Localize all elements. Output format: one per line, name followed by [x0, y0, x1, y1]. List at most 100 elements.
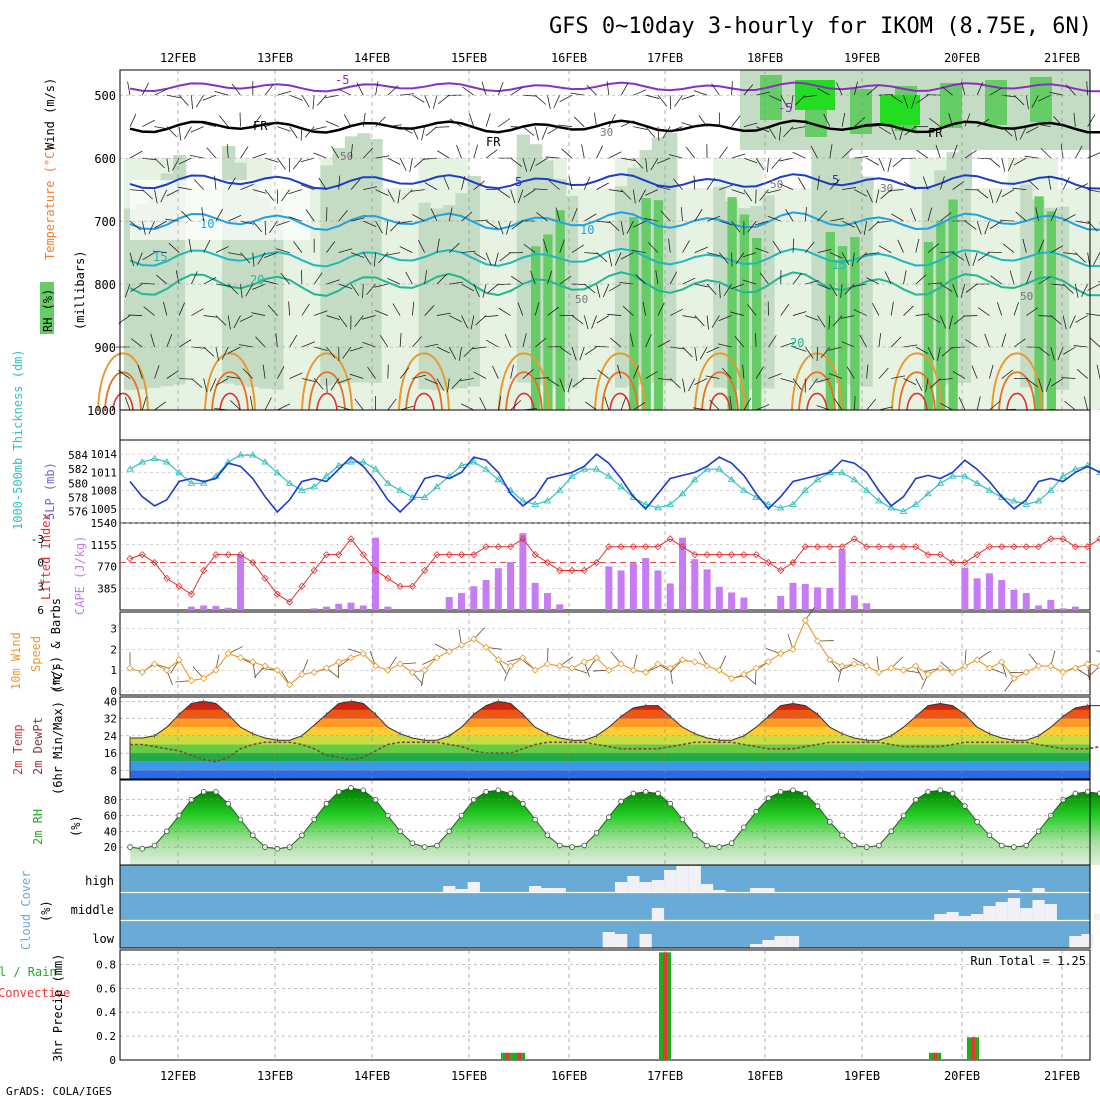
thickness-marker: [617, 482, 625, 490]
thickness-marker: [482, 465, 490, 472]
wind-barb: [756, 91, 770, 96]
wind-barb: [792, 311, 807, 316]
wind-barb: [866, 85, 878, 96]
cape-label: CAPE (J/kg): [73, 536, 87, 615]
cape-tick-label: 770: [97, 561, 117, 574]
wind-barb: [264, 221, 267, 236]
wind-barb: [844, 283, 855, 295]
wind-barb: [915, 238, 920, 253]
wind-barb: [374, 309, 388, 316]
wind-barb: [952, 144, 958, 159]
wind-barb: [160, 189, 168, 203]
date-label-bottom: 12FEB: [160, 1069, 196, 1083]
rh-zone-light: [381, 188, 395, 410]
wind-barb: [878, 94, 893, 96]
wind-barb: [356, 82, 364, 96]
date-label-top: 20FEB: [944, 51, 980, 65]
wind-barb: [817, 175, 820, 190]
wind-barb: [682, 315, 697, 319]
wind-barb: [181, 210, 192, 222]
wind-barb: [154, 189, 158, 204]
rh2m-marker: [777, 789, 784, 795]
cape-bar: [1010, 589, 1018, 610]
wind-speed-marker: [863, 662, 871, 670]
wind-barb: [759, 189, 769, 201]
warm-dome-red: [806, 392, 828, 411]
wind10-barb: [253, 665, 266, 679]
wind-barb: [367, 366, 376, 379]
wind-speed-marker: [273, 666, 281, 674]
rh2m-marker: [642, 789, 649, 795]
wind-barb: [214, 175, 217, 190]
li-marker: [126, 555, 134, 563]
li-marker: [654, 543, 662, 551]
wind-speed-marker: [384, 666, 392, 674]
isotherm-15: [129, 247, 1100, 268]
wind-speed-marker: [1034, 662, 1043, 670]
cloud-frame: [119, 864, 1091, 949]
wind-barb: [178, 302, 185, 316]
li-marker: [728, 551, 736, 559]
wind-barb: [833, 398, 843, 411]
thickness-marker: [666, 500, 675, 507]
wind-barb: [363, 186, 378, 191]
wind-barb: [642, 301, 647, 316]
fr-label: FR: [928, 126, 943, 140]
wind-barb: [289, 126, 298, 139]
li-marker: [200, 566, 208, 575]
cape-bar: [224, 607, 232, 610]
cloud-cell: [762, 940, 775, 948]
rh2m-label-1: 2m RH: [31, 809, 45, 845]
wind-barb: [633, 365, 640, 379]
wind-barb: [767, 189, 781, 194]
rh-zone-green: [825, 232, 835, 410]
wind-barb: [470, 315, 475, 330]
wind-barb: [915, 346, 929, 354]
wind10-barb: [434, 643, 450, 652]
wind-barb: [326, 241, 336, 253]
wind-barb: [711, 83, 720, 96]
thickness-marker: [420, 493, 429, 500]
cape-bar: [445, 597, 453, 610]
rh-zone-green: [555, 210, 565, 410]
wind-barb: [177, 186, 192, 191]
wind-barb: [412, 374, 427, 379]
rh-zone-light: [971, 188, 985, 410]
wind-speed-marker: [887, 664, 895, 672]
wind-speed-marker: [507, 662, 515, 670]
rh-zone-green: [739, 214, 750, 410]
wind-speed-marker: [359, 650, 367, 658]
rh-zone-mid: [136, 203, 150, 390]
wind-barb: [1002, 243, 1015, 253]
wind-barb: [227, 346, 241, 354]
wind-barb: [846, 366, 855, 379]
wind-barb: [498, 189, 511, 198]
li-marker: [1047, 535, 1055, 543]
wind-barb: [668, 154, 683, 159]
rh-zone-green: [543, 234, 553, 410]
thickness-marker: [261, 458, 269, 465]
thickness-marker: [592, 465, 601, 472]
wind-barb: [645, 126, 656, 138]
wind-barb: [227, 283, 239, 295]
rh-zone-mid: [516, 134, 531, 383]
wind-barb: [338, 248, 353, 253]
li-marker: [949, 558, 957, 567]
rh-zone-light: [700, 188, 715, 410]
thickness-marker: [494, 475, 503, 483]
cape-bar: [629, 563, 637, 610]
li-tick-label: 0: [37, 557, 44, 570]
rh2m-marker: [667, 800, 674, 807]
rh-contour-label: 50: [575, 293, 588, 306]
wind-barb: [1086, 313, 1100, 316]
wind-barb: [694, 315, 705, 327]
wind-barb: [792, 272, 802, 285]
li-tick-label: 3: [37, 580, 44, 593]
li-marker: [494, 543, 502, 551]
thickness-marker: [1071, 465, 1080, 472]
wind-barb: [668, 238, 671, 253]
isotherm-label: 10: [580, 223, 594, 237]
wind-barb: [903, 344, 918, 348]
wind-barb: [330, 378, 340, 391]
rh-zone-mid: [1020, 184, 1034, 388]
